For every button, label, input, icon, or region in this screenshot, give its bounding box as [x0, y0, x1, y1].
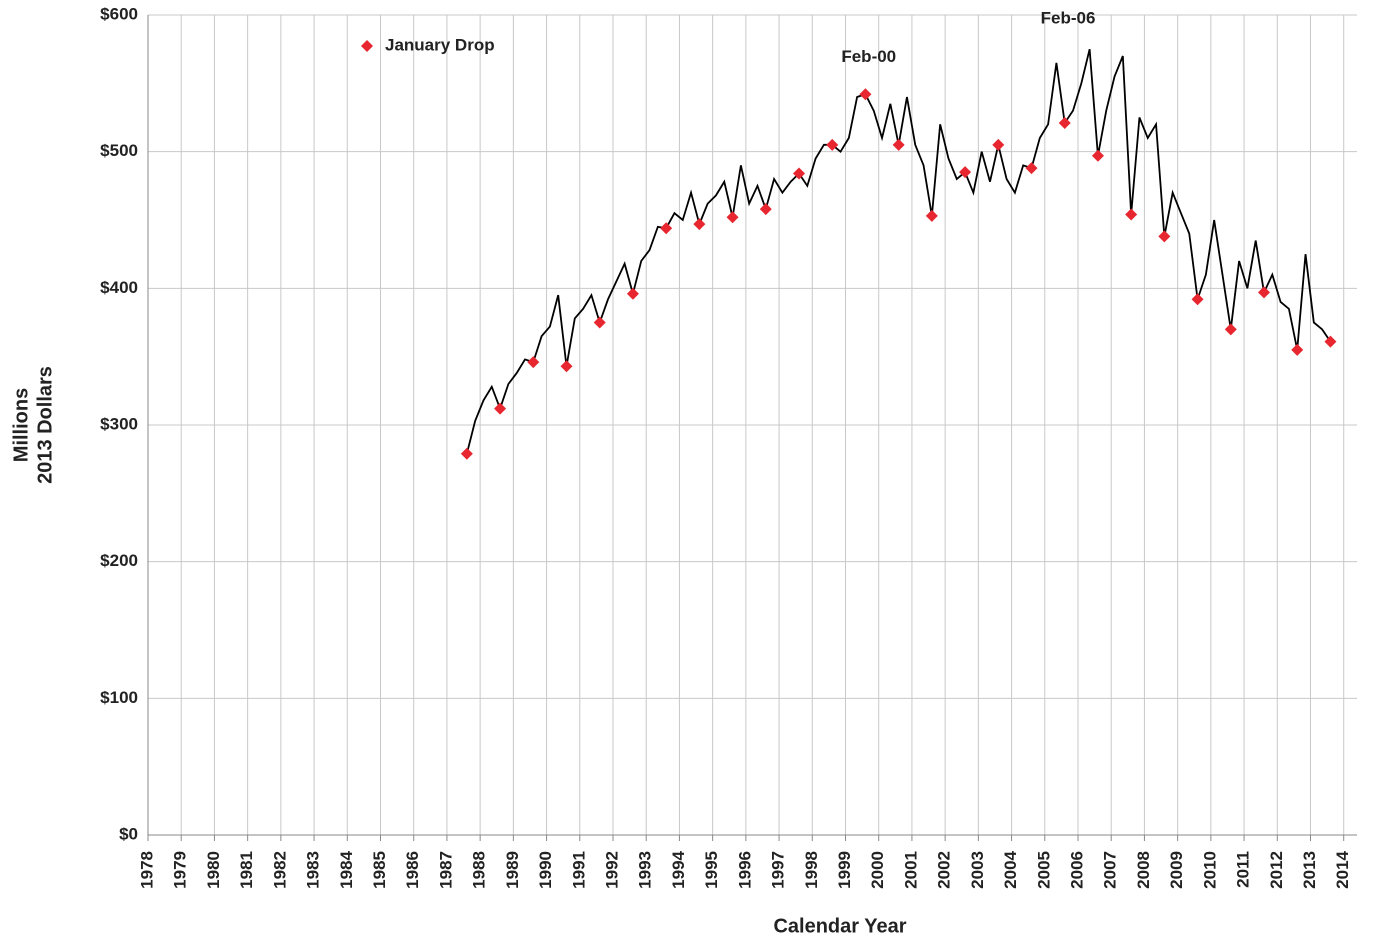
x-tick-label: 1996 [735, 851, 754, 889]
x-axis-title: Calendar Year [773, 915, 906, 937]
x-tick-label: 1979 [171, 851, 190, 889]
x-tick-label: 1997 [769, 851, 788, 889]
data-point [593, 316, 606, 329]
y-axis-title: Millions [10, 388, 32, 462]
x-tick-label: 1986 [403, 851, 422, 889]
data-point [560, 360, 573, 373]
x-tick-label: 2006 [1067, 851, 1086, 889]
legend-marker [361, 40, 373, 52]
x-tick-label: 1990 [536, 851, 555, 889]
x-tick-label: 1978 [137, 851, 156, 889]
x-tick-label: 2005 [1034, 851, 1053, 889]
annotation: Feb-00 [841, 47, 896, 66]
x-tick-label: 1994 [669, 850, 688, 888]
x-tick-label: 1980 [204, 851, 223, 889]
data-point [1025, 162, 1038, 175]
data-point [1291, 343, 1304, 356]
data-line [465, 48, 1332, 454]
x-tick-label: 2011 [1234, 851, 1253, 888]
x-tick-label: 2012 [1267, 851, 1286, 889]
data-point [992, 138, 1005, 151]
data-point [626, 287, 639, 300]
y-tick-label: $400 [100, 278, 138, 297]
y-tick-label: $200 [100, 551, 138, 570]
x-tick-label: 1991 [569, 851, 588, 889]
data-point [1091, 149, 1104, 162]
x-tick-label: 2004 [1001, 850, 1020, 888]
data-point [925, 209, 938, 222]
y-tick-label: $600 [100, 4, 138, 23]
x-tick-label: 2003 [968, 851, 987, 889]
x-tick-label: 1993 [636, 851, 655, 889]
x-tick-label: 2013 [1300, 851, 1319, 889]
data-point [693, 218, 706, 231]
data-point [759, 203, 772, 216]
data-point [494, 402, 507, 415]
x-tick-label: 2002 [935, 851, 954, 889]
x-tick-label: 1989 [503, 851, 522, 889]
data-point [1224, 323, 1237, 336]
data-point [1191, 293, 1204, 306]
y-tick-label: $0 [119, 824, 138, 843]
x-tick-label: 2014 [1333, 850, 1352, 888]
x-tick-label: 2008 [1134, 851, 1153, 889]
x-tick-label: 1995 [702, 851, 721, 889]
data-point [1324, 335, 1337, 348]
x-tick-label: 2010 [1200, 851, 1219, 889]
x-tick-label: 1982 [270, 851, 289, 889]
x-tick-label: 1988 [470, 851, 489, 889]
data-point [1158, 230, 1171, 243]
data-point [892, 138, 905, 151]
x-tick-label: 1983 [304, 851, 323, 889]
data-point [1125, 208, 1138, 221]
data-point [527, 356, 540, 369]
x-tick-label: 2007 [1101, 851, 1120, 889]
x-tick-label: 1998 [802, 851, 821, 889]
data-point [826, 138, 839, 151]
x-tick-label: 1984 [337, 850, 356, 888]
x-tick-label: 1985 [370, 851, 389, 889]
x-tick-label: 1981 [237, 851, 256, 889]
x-tick-label: 1999 [835, 851, 854, 889]
x-tick-label: 2000 [868, 851, 887, 889]
y-tick-label: $100 [100, 688, 138, 707]
x-tick-label: 1992 [602, 851, 621, 889]
annotation: Feb-06 [1041, 9, 1096, 28]
x-tick-label: 2001 [901, 851, 920, 889]
legend-label: January Drop [385, 35, 495, 54]
data-point [726, 211, 739, 224]
x-tick-label: 1987 [436, 851, 455, 889]
data-point [959, 166, 972, 179]
data-point [1258, 286, 1270, 299]
y-tick-label: $500 [100, 141, 138, 160]
data-point [793, 167, 805, 180]
y-axis-title: 2013 Dollars [34, 366, 56, 484]
data-point [460, 447, 473, 460]
data-point [660, 222, 673, 235]
data-point [859, 88, 872, 101]
x-tick-label: 2009 [1167, 851, 1186, 889]
y-tick-label: $300 [100, 414, 138, 433]
data-point [1058, 116, 1071, 129]
